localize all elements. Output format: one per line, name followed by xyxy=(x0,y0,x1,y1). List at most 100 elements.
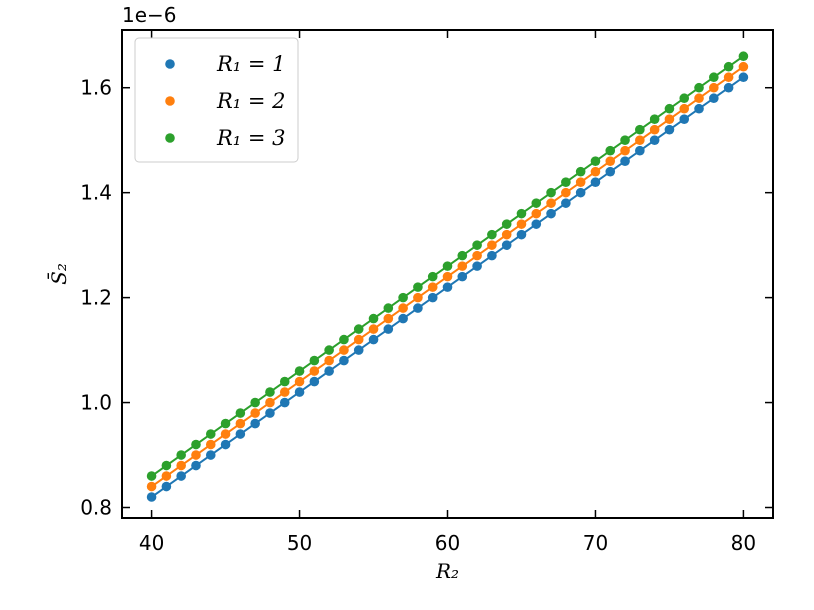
data-point xyxy=(398,313,408,324)
data-point xyxy=(146,471,157,481)
data-point xyxy=(383,313,394,324)
data-point xyxy=(649,124,660,135)
data-point xyxy=(383,324,394,334)
data-point xyxy=(546,208,556,219)
legend-marker xyxy=(165,96,175,106)
data-point xyxy=(561,198,571,208)
data-point xyxy=(561,177,571,187)
data-point xyxy=(649,114,660,125)
data-point xyxy=(487,240,497,250)
data-point xyxy=(472,250,482,261)
x-tick-label: 40 xyxy=(139,531,164,555)
data-point xyxy=(235,418,246,429)
data-point xyxy=(398,292,408,303)
data-point xyxy=(368,334,379,345)
data-point xyxy=(620,145,630,156)
data-point xyxy=(442,271,453,282)
data-point xyxy=(235,429,246,439)
x-tick-label: 80 xyxy=(731,531,756,555)
data-point xyxy=(664,103,675,114)
data-point xyxy=(679,93,690,104)
data-point xyxy=(176,471,186,481)
data-point xyxy=(679,114,690,125)
data-point xyxy=(279,387,290,397)
data-point xyxy=(324,345,334,355)
data-point xyxy=(205,450,216,460)
data-point xyxy=(220,418,231,429)
axis-ticks: 40 50 60 70 80 0.8 1.0 1.2 1.4 1.6 xyxy=(80,30,773,555)
data-point xyxy=(250,408,260,418)
data-point xyxy=(368,313,379,324)
data-point xyxy=(664,114,675,125)
data-point xyxy=(427,271,438,282)
data-point xyxy=(279,397,290,408)
data-point xyxy=(620,156,630,166)
data-point xyxy=(487,229,497,240)
data-point xyxy=(709,82,719,93)
data-point xyxy=(664,124,675,135)
data-point xyxy=(546,198,556,208)
data-point xyxy=(694,103,704,114)
data-point xyxy=(501,219,512,229)
data-point xyxy=(457,271,468,282)
data-point xyxy=(738,72,749,83)
data-point xyxy=(235,408,246,418)
data-point xyxy=(635,145,645,156)
y-tick-label: 1.6 xyxy=(80,76,112,100)
data-point xyxy=(368,324,379,334)
data-point xyxy=(457,261,468,271)
data-point xyxy=(220,429,231,439)
data-point xyxy=(220,439,231,450)
data-point xyxy=(324,366,334,376)
data-point xyxy=(605,166,616,177)
data-point xyxy=(590,166,601,177)
data-point xyxy=(679,103,690,114)
data-point xyxy=(723,72,734,83)
legend-label: R₁ = 1 xyxy=(216,52,286,76)
data-point xyxy=(575,166,586,177)
y-tick-label: 1.4 xyxy=(80,181,112,205)
data-point xyxy=(590,177,601,187)
data-point xyxy=(265,387,275,397)
data-point xyxy=(635,124,645,135)
data-point xyxy=(501,229,512,240)
legend: R₁ = 1 R₁ = 2 R₁ = 3 xyxy=(134,37,299,163)
data-point xyxy=(353,345,364,355)
data-point xyxy=(324,355,334,366)
x-tick-label: 50 xyxy=(287,531,312,555)
data-point xyxy=(146,481,157,492)
data-point xyxy=(176,450,186,460)
legend-box xyxy=(134,37,299,163)
data-point xyxy=(383,303,394,313)
legend-label: R₁ = 2 xyxy=(216,89,286,113)
data-point xyxy=(250,418,260,429)
data-point xyxy=(161,471,172,481)
data-point xyxy=(590,156,601,166)
data-point xyxy=(265,397,275,408)
data-point xyxy=(649,135,660,145)
data-point xyxy=(413,282,423,292)
data-point xyxy=(398,303,408,313)
legend-marker xyxy=(165,133,175,143)
x-tick-label: 70 xyxy=(583,531,608,555)
data-point xyxy=(309,376,320,387)
data-point xyxy=(738,51,749,62)
data-point xyxy=(531,198,542,208)
data-point xyxy=(279,376,290,387)
data-point xyxy=(605,156,616,166)
data-point xyxy=(442,261,453,271)
data-point xyxy=(339,355,349,366)
data-point xyxy=(413,303,423,313)
data-point xyxy=(472,261,482,271)
data-point xyxy=(516,208,527,219)
data-point xyxy=(176,460,186,471)
data-point xyxy=(191,439,201,450)
data-point xyxy=(161,481,172,492)
data-point xyxy=(353,334,364,345)
data-point xyxy=(205,429,216,439)
data-point xyxy=(723,82,734,93)
data-point xyxy=(694,93,704,104)
data-point xyxy=(709,93,719,104)
data-point xyxy=(546,187,556,198)
